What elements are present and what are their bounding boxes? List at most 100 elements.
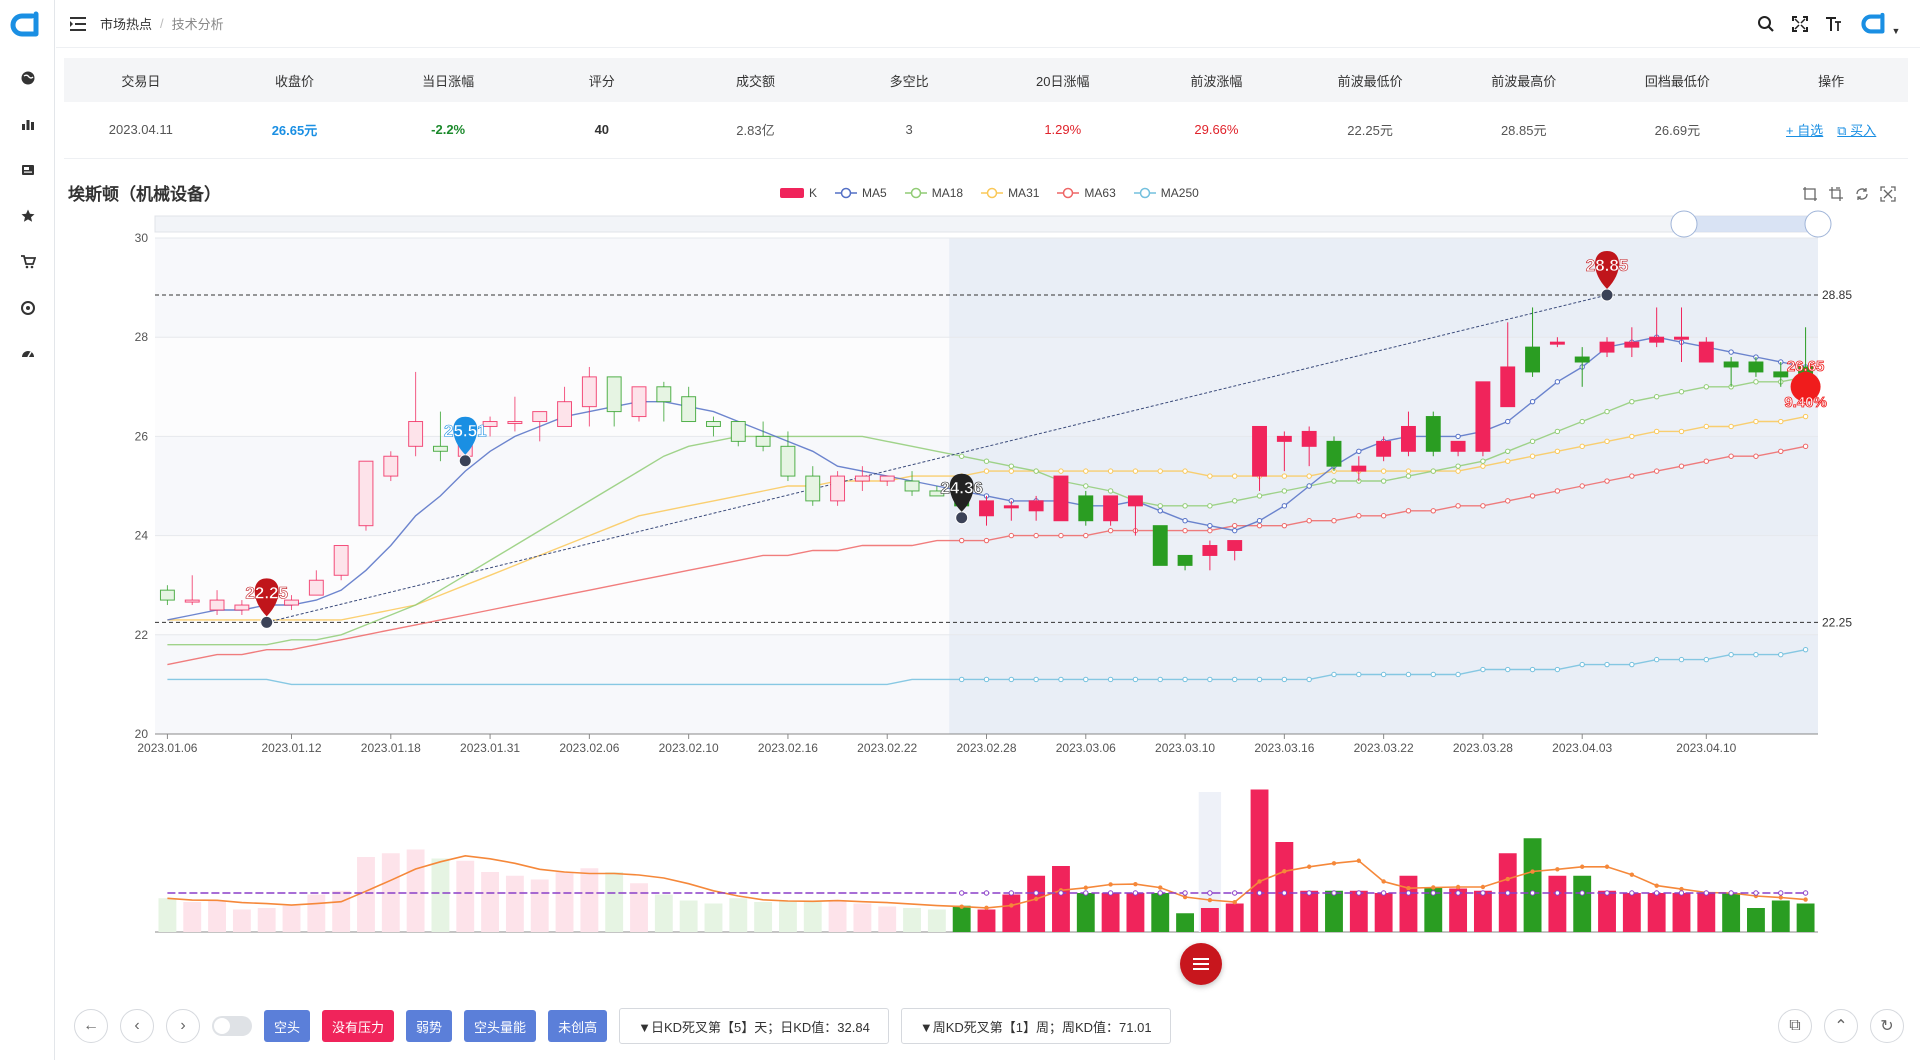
candle-body: [432, 445, 448, 452]
volume-ma-point: [1728, 890, 1734, 896]
volume-highlight-bar: [1198, 792, 1222, 932]
ma250-point: [1480, 666, 1486, 673]
scroll-top-icon[interactable]: ⌃: [1824, 1009, 1858, 1043]
search-icon[interactable]: [1756, 14, 1776, 34]
font-size-icon[interactable]: [1824, 14, 1844, 34]
volume-bar: [679, 900, 698, 932]
ma250-point: [1728, 651, 1734, 658]
volume-ma-point: [984, 905, 989, 911]
volume-ma-point: [1604, 864, 1610, 869]
candlestick: [308, 570, 324, 596]
refresh-icon[interactable]: ↻: [1870, 1009, 1904, 1043]
price-marker-pin: 28.85: [1585, 251, 1629, 290]
signal-tag[interactable]: 弱势: [406, 1010, 453, 1042]
nav-target-icon[interactable]: [0, 288, 55, 328]
app-logo[interactable]: [10, 8, 44, 42]
cell-ops: + 自选 ⧉ 买入: [1754, 102, 1908, 159]
user-avatar[interactable]: ▼: [1858, 12, 1902, 36]
legend-item[interactable]: MA5: [835, 186, 887, 200]
nav-chart-icon[interactable]: [0, 104, 55, 144]
ma250-point: [983, 676, 990, 683]
candle-body: [1252, 425, 1267, 477]
ma63-point: [1604, 478, 1610, 484]
fullscreen-icon[interactable]: [1790, 14, 1810, 34]
breadcrumb-parent[interactable]: 市场热点: [100, 17, 153, 32]
signal-tag[interactable]: 未创高: [548, 1010, 608, 1042]
ma18-point: [1405, 473, 1412, 479]
volume-ma-point: [1207, 897, 1213, 903]
copy-icon[interactable]: ⧉: [1778, 1009, 1812, 1043]
nav-favorite-star-icon[interactable]: [0, 196, 55, 236]
last-price-dot: [1790, 371, 1821, 402]
save-image-icon[interactable]: [1880, 186, 1896, 202]
candle-body: [879, 475, 895, 482]
back-arrow-icon[interactable]: ←: [74, 1009, 108, 1043]
menu-toggle-icon[interactable]: [56, 0, 100, 48]
x-tick-label: 2023.01.18: [361, 741, 421, 755]
volume-bar: [1473, 890, 1492, 932]
nav-cart-icon[interactable]: [0, 242, 55, 282]
zoom-reset-icon[interactable]: [1828, 186, 1844, 202]
cell-date: 2023.04.11: [64, 102, 218, 159]
ma31-point: [1182, 468, 1188, 474]
volume-bar: [1747, 908, 1765, 932]
column-header: 多空比: [832, 58, 986, 102]
overlay-toggle[interactable]: [212, 1016, 252, 1036]
marker-anchor-dot: [1600, 288, 1614, 302]
ma18-point: [1232, 498, 1238, 504]
candle-body: [184, 599, 200, 603]
add-watchlist-link[interactable]: + 自选: [1786, 123, 1824, 139]
candlestick: [1127, 495, 1143, 536]
nav-dashboard-icon[interactable]: [0, 334, 55, 374]
prev-chevron-icon[interactable]: ‹: [120, 1009, 154, 1043]
chart-menu-fab[interactable]: [1180, 943, 1222, 985]
ma250-point: [1008, 676, 1015, 683]
signal-tag[interactable]: 没有压力: [322, 1010, 395, 1042]
zoom-handle-right[interactable]: [1804, 210, 1832, 238]
volume-ma-point: [1381, 879, 1386, 884]
ma250-point: [1033, 676, 1039, 683]
chevron-down-icon[interactable]: ▼: [1891, 26, 1901, 36]
signal-tag[interactable]: 空头: [264, 1010, 311, 1042]
ma250-point: [1753, 651, 1759, 658]
nav-market-icon[interactable]: [0, 58, 55, 98]
ma18-point: [1455, 463, 1461, 469]
volume-bar: [1126, 893, 1145, 932]
candlestick: [234, 600, 250, 615]
legend-swatch: [780, 188, 804, 198]
ma63-point: [1430, 508, 1436, 514]
candle-body: [1674, 336, 1689, 340]
zoom-select-icon[interactable]: [1802, 186, 1818, 202]
legend-item[interactable]: MA250: [1133, 186, 1199, 200]
legend-item[interactable]: MA31: [981, 186, 1039, 200]
legend-swatch: [1057, 187, 1080, 199]
ma63-point: [1554, 488, 1561, 494]
candle-body: [706, 421, 721, 427]
legend-item[interactable]: K: [780, 186, 817, 200]
next-chevron-icon[interactable]: ›: [166, 1009, 200, 1043]
marker-pin-shape: [1595, 251, 1620, 290]
candle-body: [159, 589, 175, 601]
restore-icon[interactable]: [1854, 186, 1870, 202]
ma63-point: [983, 537, 990, 544]
legend-item[interactable]: MA63: [1057, 186, 1116, 200]
legend-label: MA18: [931, 186, 964, 200]
legend-item[interactable]: MA18: [904, 186, 964, 200]
candlestick: [557, 386, 572, 427]
candlestick: [1475, 381, 1491, 457]
volume-ma-point: [1654, 883, 1659, 888]
nav-news-icon[interactable]: [0, 150, 55, 190]
ma63-point: [1207, 527, 1213, 534]
zoom-handle-left[interactable]: [1670, 210, 1698, 238]
candle-body: [979, 500, 994, 517]
column-header: 20日涨幅: [985, 58, 1140, 102]
table-row: 2023.04.11 26.65元 -2.2% 40 2.83亿 3 1.29%…: [64, 102, 1908, 159]
column-header: 成交额: [678, 58, 833, 102]
ma31-point: [1232, 473, 1238, 479]
buy-link[interactable]: ⧉ 买入: [1837, 123, 1877, 139]
ma31-point: [1207, 473, 1213, 479]
signal-tag[interactable]: 空头量能: [464, 1010, 537, 1042]
volume-ma-point: [1232, 890, 1238, 896]
ma31-point: [1629, 433, 1635, 440]
